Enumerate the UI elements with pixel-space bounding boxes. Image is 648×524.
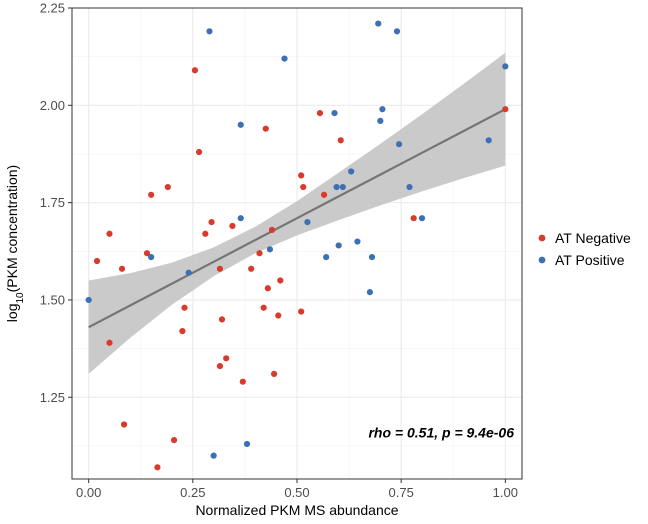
point-at-positive (206, 28, 213, 35)
y-tick-label: 1.75 (40, 195, 65, 210)
data-points (85, 20, 509, 471)
point-at-negative (154, 464, 161, 471)
point-at-negative (118, 265, 126, 272)
y-axis-title: log10(PKM concentration) (4, 165, 26, 322)
point-at-positive (237, 121, 244, 128)
point-at-negative (229, 222, 236, 230)
legend: AT Negative AT Positive (538, 230, 631, 268)
point-at-negative (202, 230, 209, 237)
point-at-positive (366, 289, 374, 296)
point-at-positive (418, 215, 426, 222)
legend-label-at-positive: AT Positive (555, 252, 625, 268)
point-at-negative (277, 277, 284, 284)
point-at-negative (120, 421, 128, 428)
point-at-negative (179, 327, 186, 335)
point-at-negative (264, 285, 271, 292)
point-at-positive (237, 215, 244, 222)
point-at-negative (208, 218, 215, 226)
plot-panel (71, 7, 523, 480)
point-at-negative (239, 378, 246, 385)
point-at-negative (320, 191, 328, 198)
point-at-positive (406, 183, 413, 191)
point-at-negative (218, 316, 226, 323)
point-at-negative (262, 125, 269, 132)
point-at-negative (298, 308, 305, 315)
confidence-band-group (88, 52, 506, 374)
point-at-positive (375, 20, 382, 27)
point-at-positive (333, 183, 340, 191)
point-at-positive (485, 137, 492, 144)
point-at-positive (243, 440, 251, 448)
point-at-negative (148, 191, 155, 198)
point-at-negative (223, 355, 230, 362)
point-at-negative (268, 226, 276, 233)
x-tick-label: 0.75 (389, 485, 414, 500)
point-at-positive (502, 63, 509, 70)
point-at-positive (379, 106, 386, 113)
point-at-negative (502, 106, 509, 113)
point-at-negative (256, 250, 263, 257)
x-axis-title: Normalized PKM MS abundance (195, 502, 398, 518)
point-at-negative (410, 215, 417, 222)
y-axis-title-prefix: log (4, 304, 20, 323)
x-tick-label: 0.25 (180, 485, 205, 500)
point-at-positive (266, 246, 274, 253)
correlation-annotation: rho = 0.51, p = 9.4e-06 (368, 424, 514, 440)
point-at-negative (216, 363, 224, 370)
point-at-positive (339, 183, 346, 191)
point-at-positive (85, 296, 92, 304)
regression-line (88, 108, 506, 329)
point-at-positive (148, 254, 155, 261)
point-at-negative (181, 304, 188, 311)
point-at-negative (191, 67, 199, 74)
point-at-positive (335, 242, 342, 249)
point-at-negative (270, 370, 278, 377)
legend-label-at-negative: AT Negative (555, 230, 631, 246)
legend-key-at-negative (538, 234, 546, 242)
point-at-negative (170, 436, 178, 444)
legend-key-at-positive (538, 256, 546, 264)
point-at-negative (93, 257, 101, 265)
point-at-negative (106, 339, 113, 346)
point-at-negative (316, 110, 324, 117)
y-tick-label: 2.00 (40, 98, 65, 113)
point-at-negative (106, 230, 113, 237)
x-tick-label: 0.50 (284, 485, 309, 500)
point-at-positive (331, 110, 338, 117)
point-at-positive (348, 168, 355, 175)
point-at-negative (337, 137, 344, 144)
point-at-positive (323, 254, 330, 261)
point-at-negative (260, 304, 267, 311)
y-tick-label: 1.25 (40, 390, 65, 405)
point-at-positive (354, 238, 361, 245)
point-at-positive (210, 452, 217, 459)
point-at-positive (281, 55, 288, 62)
point-at-negative (164, 183, 171, 191)
fit-line-group (88, 108, 506, 329)
y-axis-title-subscript: 10 (15, 292, 26, 304)
point-at-positive (395, 141, 403, 148)
point-at-negative (248, 265, 255, 272)
axes: 0.00 0.25 0.50 0.75 1.00 1.25 1.50 1.75 2.00 2.25 (40, 1, 518, 501)
point-at-negative (298, 172, 305, 179)
point-at-negative (195, 148, 203, 156)
point-at-positive (393, 28, 401, 35)
confidence-band (88, 52, 506, 374)
point-at-negative (216, 265, 224, 272)
point-at-negative (300, 183, 307, 191)
y-tick-label: 2.25 (40, 1, 65, 16)
point-at-negative (275, 312, 282, 319)
y-axis-title-suffix: (PKM concentration) (4, 165, 20, 293)
y-tick-label: 1.50 (40, 292, 65, 307)
point-at-positive (368, 254, 376, 261)
point-at-negative (143, 250, 151, 257)
x-tick-label: 0.00 (76, 485, 101, 500)
point-at-positive (304, 218, 311, 226)
point-at-positive (185, 269, 192, 276)
point-at-positive (377, 117, 384, 124)
x-tick-label: 1.00 (493, 485, 518, 500)
